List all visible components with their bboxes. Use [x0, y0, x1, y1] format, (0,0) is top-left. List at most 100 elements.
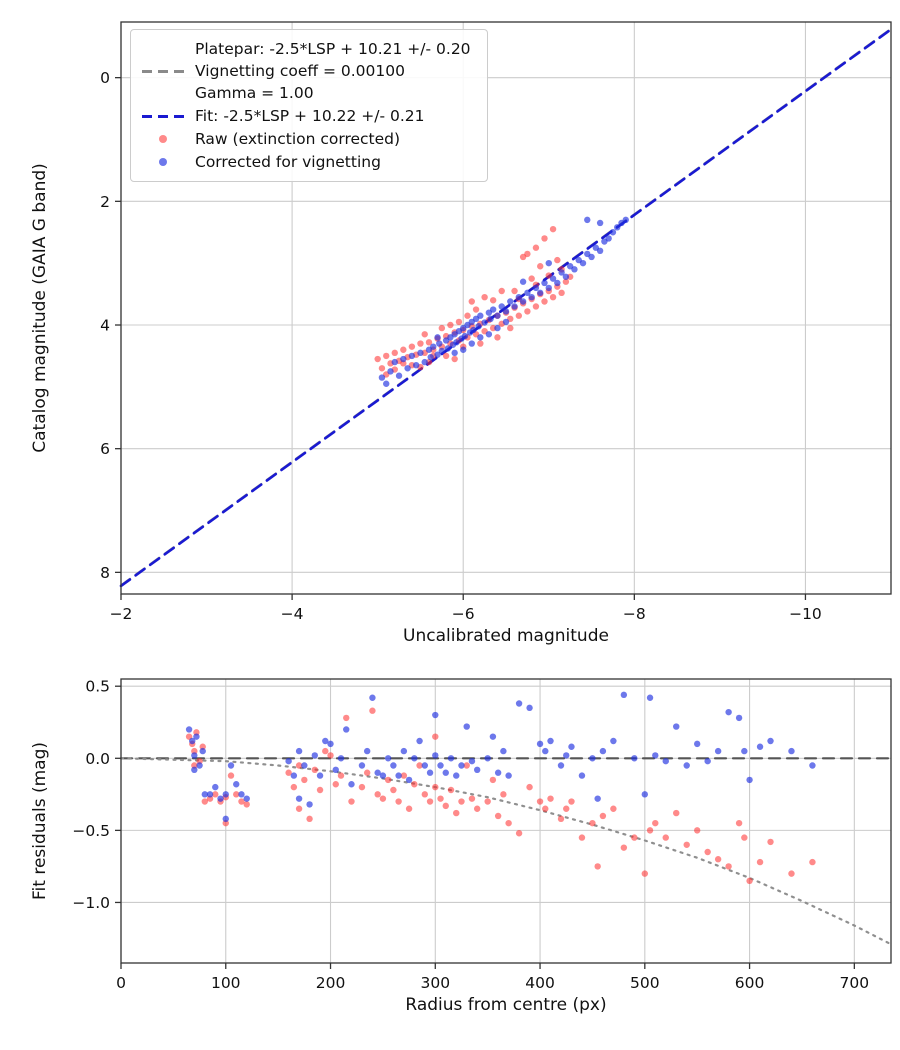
- data-point: [542, 805, 549, 812]
- data-point: [620, 691, 628, 699]
- dashed-line-icon: [142, 69, 184, 73]
- data-point: [741, 747, 748, 755]
- data-point: [379, 772, 387, 779]
- data-point: [557, 815, 565, 823]
- data-point: [322, 737, 329, 745]
- data-point: [477, 312, 484, 319]
- data-point: [470, 326, 477, 334]
- data-point: [411, 781, 418, 788]
- data-point: [444, 345, 452, 352]
- data-point: [481, 293, 488, 301]
- data-point: [489, 306, 497, 313]
- data-point: [528, 293, 535, 301]
- data-point: [430, 343, 437, 350]
- data-point: [432, 752, 439, 759]
- data-point: [596, 219, 604, 227]
- data-point: [714, 747, 722, 755]
- x-tick-label: 700: [840, 974, 870, 992]
- corrected-point-sample: [141, 158, 185, 166]
- data-point: [391, 358, 398, 366]
- data-point: [809, 762, 816, 769]
- data-point: [437, 762, 444, 769]
- data-point: [416, 737, 423, 745]
- data-point: [646, 694, 654, 701]
- series-raw: [374, 225, 574, 378]
- data-point: [735, 714, 743, 722]
- data-point: [500, 747, 507, 755]
- data-point: [588, 253, 595, 261]
- data-point: [558, 269, 565, 276]
- data-point: [421, 331, 428, 338]
- data-point: [421, 791, 429, 798]
- data-point: [453, 809, 460, 817]
- x-tick-label: 100: [211, 974, 241, 992]
- data-point: [537, 289, 544, 297]
- data-point: [662, 757, 669, 765]
- legend-text-line: Platepar: -2.5*LSP + 10.21 +/- 0.20: [195, 40, 471, 58]
- data-point: [652, 752, 659, 759]
- data-point: [189, 737, 196, 745]
- data-point: [589, 755, 596, 762]
- data-point: [558, 289, 565, 297]
- legend-label: Corrected for vignetting: [195, 151, 381, 173]
- data-point: [547, 737, 554, 745]
- data-point: [426, 769, 434, 776]
- data-point: [526, 783, 533, 791]
- data-point: [343, 714, 350, 722]
- data-point: [475, 323, 482, 330]
- data-point: [436, 340, 443, 347]
- y-axis-label: Fit residuals (mag): [30, 742, 50, 900]
- data-point: [243, 801, 250, 808]
- data-point: [545, 259, 552, 267]
- series-corrected: [185, 691, 816, 823]
- data-point: [460, 346, 467, 353]
- data-point: [421, 762, 429, 769]
- data-point: [662, 834, 669, 841]
- data-point: [673, 809, 680, 817]
- data-point: [528, 275, 535, 282]
- data-point: [484, 755, 491, 762]
- data-point: [395, 372, 403, 379]
- data-point: [579, 259, 587, 267]
- data-point: [463, 723, 470, 730]
- data-point: [238, 798, 245, 805]
- data-point: [473, 766, 481, 774]
- data-point: [620, 844, 628, 851]
- series-corrected: [378, 216, 629, 387]
- data-point: [477, 340, 484, 347]
- data-point: [489, 297, 497, 304]
- data-point: [485, 331, 493, 338]
- y-tick-label: 8: [100, 564, 110, 582]
- data-point: [374, 769, 381, 776]
- y-tick-label: −0.5: [72, 822, 110, 840]
- legend-text-line: Gamma = 1.00: [195, 84, 314, 102]
- data-point: [484, 798, 491, 805]
- data-point: [502, 308, 510, 315]
- data-point: [301, 776, 308, 784]
- data-point: [322, 747, 329, 755]
- data-point: [599, 747, 607, 755]
- x-tick-label: 600: [735, 974, 765, 992]
- data-point: [227, 762, 235, 769]
- data-point: [358, 762, 366, 769]
- data-point: [756, 743, 764, 750]
- data-point: [594, 795, 601, 802]
- data-point: [725, 708, 732, 716]
- data-point: [383, 352, 390, 360]
- legend-text-line: Fit: -2.5*LSP + 10.22 +/- 0.21: [195, 107, 425, 125]
- data-point: [468, 298, 475, 305]
- data-point: [369, 707, 376, 714]
- data-point: [594, 863, 601, 870]
- data-point: [494, 812, 502, 820]
- data-point: [437, 795, 444, 802]
- data-point: [614, 224, 621, 231]
- data-point: [458, 798, 465, 805]
- y-tick-label: 0.0: [85, 750, 110, 768]
- data-point: [746, 776, 753, 784]
- data-point: [494, 334, 501, 341]
- data-point: [568, 798, 575, 805]
- data-point: [400, 772, 408, 779]
- data-point: [185, 726, 193, 733]
